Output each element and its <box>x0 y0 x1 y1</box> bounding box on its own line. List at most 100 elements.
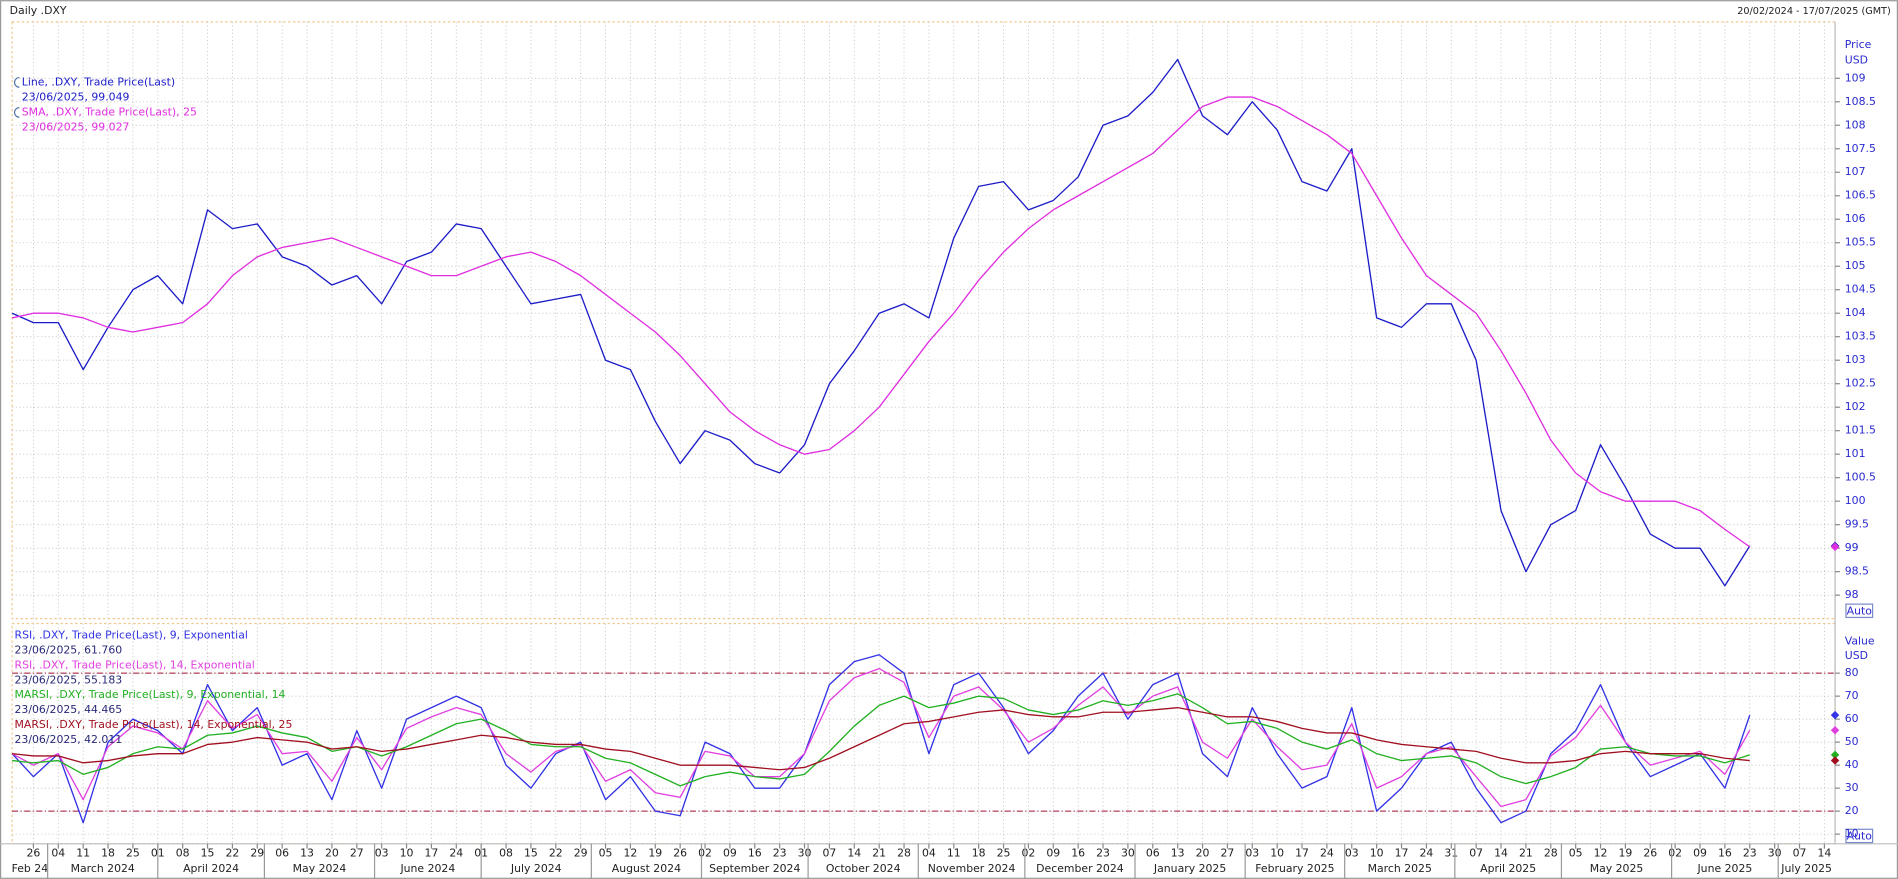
y-tick-label: 104.5 <box>1845 283 1876 296</box>
auto-button[interactable] <box>1845 828 1874 844</box>
y-tick-label: 99 <box>1845 541 1859 554</box>
legend-name: RSI, .DXY, Trade Price(Last), 9, Exponen… <box>15 629 248 642</box>
legend-name: SMA, .DXY, Trade Price(Last), 25 <box>22 105 197 118</box>
x-tick-label: 24 <box>1320 846 1334 859</box>
x-tick-label: 17 <box>1395 846 1409 859</box>
x-tick-label: 03 <box>375 846 389 859</box>
auto-button[interactable] <box>1845 603 1874 619</box>
x-tick-label: 14 <box>847 846 861 859</box>
x-tick-label: 09 <box>1046 846 1060 859</box>
x-tick-label: 07 <box>1469 846 1483 859</box>
legend-detail: 23/06/2025, 61.760 <box>15 643 123 656</box>
month-label: July 2024 <box>510 862 562 875</box>
x-tick-label: 17 <box>1295 846 1309 859</box>
month-label: November 2024 <box>928 862 1016 875</box>
x-tick-label: 29 <box>574 846 588 859</box>
x-tick-label: 17 <box>424 846 438 859</box>
y-tick-label: 108.5 <box>1845 95 1876 108</box>
y-tick-label: 10 <box>1845 827 1859 840</box>
y-tick-label: 107.5 <box>1845 142 1876 155</box>
x-tick-label: 19 <box>648 846 662 859</box>
y-tick-label: 101 <box>1845 447 1866 460</box>
x-tick-label: 20 <box>325 846 339 859</box>
y-tick-label: 70 <box>1845 689 1859 702</box>
y-tick-label: 109 <box>1845 71 1866 84</box>
chart-title: Daily .DXY <box>10 4 67 17</box>
legend-icon <box>13 76 20 88</box>
legend-detail: 23/06/2025, 44.465 <box>15 703 123 716</box>
month-label: April 2024 <box>183 862 239 875</box>
x-tick-label: 23 <box>1743 846 1757 859</box>
month-label: Feb 24 <box>12 862 49 875</box>
series-line <box>11 96 1751 548</box>
series-line <box>11 58 1751 587</box>
x-tick-label: 05 <box>599 846 613 859</box>
month-label: May 2025 <box>1590 862 1644 875</box>
x-tick-label: 18 <box>972 846 986 859</box>
x-tick-label: 09 <box>1693 846 1707 859</box>
y-tick-label: 98.5 <box>1845 565 1869 578</box>
month-label: July 2025 <box>1780 862 1832 875</box>
legend-detail: 23/06/2025, 55.183 <box>15 673 123 686</box>
date-range: 20/02/2024 - 17/07/2025 (GMT) <box>1737 6 1891 17</box>
x-tick-label: 10 <box>400 846 414 859</box>
x-tick-label: 29 <box>250 846 264 859</box>
x-tick-label: 14 <box>1494 846 1508 859</box>
x-tick-label: 21 <box>872 846 886 859</box>
y-tick-label: 20 <box>1845 804 1859 817</box>
y-tick-label: 106 <box>1845 212 1866 225</box>
x-tick-label: 27 <box>350 846 364 859</box>
y-tick-label: 104 <box>1845 306 1866 319</box>
x-tick-label: 31 <box>1444 846 1458 859</box>
x-tick-label: 23 <box>1096 846 1110 859</box>
legend-detail: 23/06/2025, 99.027 <box>22 120 130 133</box>
x-tick-label: 26 <box>1643 846 1657 859</box>
y-axis-label: Value <box>1845 635 1875 648</box>
x-tick-label: 08 <box>499 846 513 859</box>
y-tick-label: 108 <box>1845 118 1866 131</box>
y-tick-label: 98 <box>1845 588 1859 601</box>
y-tick-label: 102 <box>1845 400 1866 413</box>
month-label: June 2025 <box>1696 862 1752 875</box>
y-axis-unit: USD <box>1845 649 1868 662</box>
x-tick-label: 23 <box>773 846 787 859</box>
series-line <box>11 667 1751 808</box>
x-tick-label: 02 <box>1021 846 1035 859</box>
x-tick-label: 04 <box>922 846 936 859</box>
auto-button-label[interactable]: Auto <box>1847 604 1873 617</box>
x-tick-label: 30 <box>798 846 812 859</box>
x-tick-label: 09 <box>723 846 737 859</box>
x-tick-label: 11 <box>76 846 90 859</box>
x-tick-label: 18 <box>101 846 115 859</box>
legend-name: Line, .DXY, Trade Price(Last) <box>22 75 175 88</box>
y-tick-label: 100 <box>1845 494 1866 507</box>
y-tick-label: 102.5 <box>1845 377 1876 390</box>
x-tick-label: 24 <box>449 846 463 859</box>
y-tick-label: 99.5 <box>1845 518 1869 531</box>
x-tick-label: 22 <box>549 846 563 859</box>
y-tick-label: 106.5 <box>1845 189 1876 202</box>
y-axis-unit: USD <box>1845 54 1868 67</box>
x-tick-label: 25 <box>126 846 140 859</box>
x-tick-label: 19 <box>1618 846 1632 859</box>
legend-detail: 23/06/2025, 42.011 <box>15 733 123 746</box>
month-label: January 2025 <box>1153 862 1226 875</box>
auto-button-label[interactable]: Auto <box>1847 830 1873 843</box>
x-tick-label: 02 <box>698 846 712 859</box>
x-tick-label: 06 <box>275 846 289 859</box>
y-tick-label: 107 <box>1845 165 1866 178</box>
month-label: May 2024 <box>293 862 347 875</box>
x-tick-label: 08 <box>176 846 190 859</box>
legend-name: MARSI, .DXY, Trade Price(Last), 14, Expo… <box>15 718 293 731</box>
x-tick-label: 10 <box>1270 846 1284 859</box>
y-tick-label: 50 <box>1845 735 1859 748</box>
x-tick-label: 11 <box>947 846 961 859</box>
x-tick-label: 13 <box>1171 846 1185 859</box>
x-tick-label: 30 <box>1121 846 1135 859</box>
x-tick-label: 28 <box>1544 846 1558 859</box>
x-tick-label: 21 <box>1519 846 1533 859</box>
month-label: December 2024 <box>1036 862 1124 875</box>
